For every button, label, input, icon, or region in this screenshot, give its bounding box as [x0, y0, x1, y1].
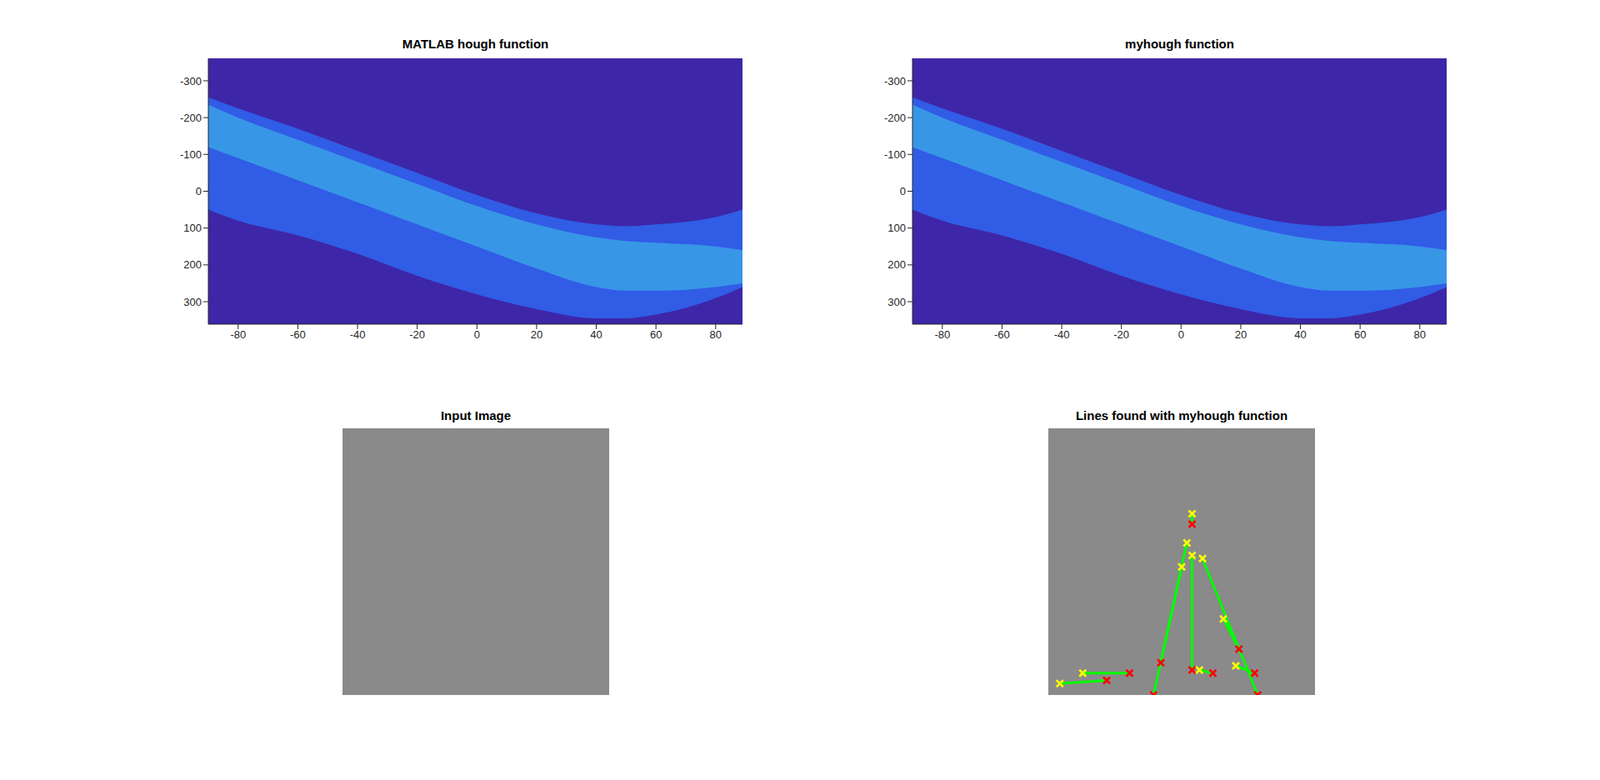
svg-text:-300: -300 [180, 75, 202, 88]
svg-text:300: 300 [887, 295, 906, 309]
svg-text:-60: -60 [994, 328, 1010, 341]
svg-text:-40: -40 [350, 328, 366, 341]
svg-text:100: 100 [183, 221, 202, 235]
svg-text:-300: -300 [884, 75, 906, 88]
svg-text:0: 0 [195, 185, 202, 198]
html-text:myhough function: myhough function [1125, 36, 1235, 51]
svg-text:60: 60 [1354, 328, 1366, 341]
svg-text:-200: -200 [884, 111, 906, 125]
svg-text:40: 40 [590, 328, 602, 341]
svg-text:20: 20 [530, 328, 543, 341]
svg-text:200: 200 [183, 258, 202, 271]
svg-text:100: 100 [887, 221, 906, 235]
svg-text:-60: -60 [290, 328, 306, 341]
svg-text:-100: -100 [180, 148, 202, 161]
svg-text:-40: -40 [1054, 328, 1070, 341]
svg-text:0: 0 [474, 328, 480, 341]
svg-text:40: 40 [1294, 328, 1306, 341]
html-text:Input Image: Input Image [440, 408, 511, 423]
html-text:Lines found with myhough funct: Lines found with myhough function [1075, 408, 1288, 423]
svg-text:-80: -80 [934, 328, 950, 341]
html-text:MATLAB hough function: MATLAB hough function [402, 36, 549, 51]
svg-text:80: 80 [1414, 328, 1426, 341]
svg-text:-20: -20 [409, 328, 425, 341]
svg-text:0: 0 [1178, 328, 1185, 341]
svg-text:200: 200 [887, 258, 906, 271]
svg-text:80: 80 [710, 328, 722, 341]
svg-text:-80: -80 [230, 328, 246, 341]
svg-text:20: 20 [1235, 328, 1247, 341]
svg-text:300: 300 [183, 295, 202, 309]
svg-text:0: 0 [900, 185, 906, 198]
svg-text:-20: -20 [1113, 328, 1130, 341]
svg-text:-200: -200 [180, 111, 202, 125]
svg-text:60: 60 [650, 328, 662, 341]
svg-text:-100: -100 [884, 148, 906, 161]
